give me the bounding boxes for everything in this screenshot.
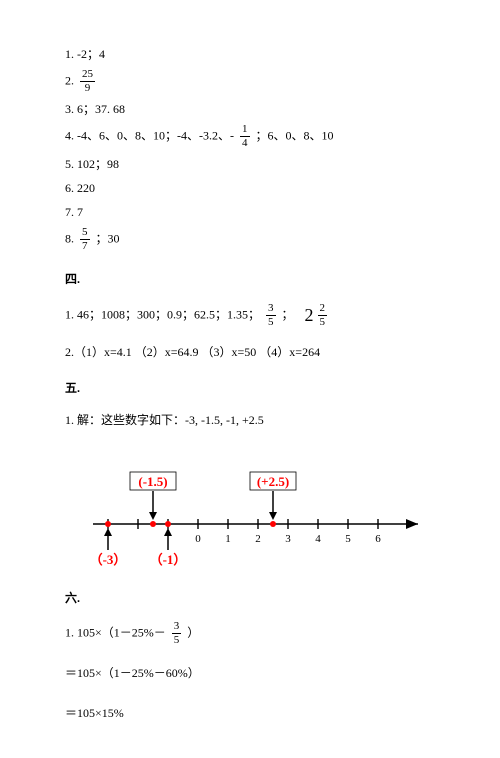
frac-num: 25 (80, 69, 95, 82)
numberline-figure: 0 1 2 3 4 5 6 (-1.5) (+2.5) （-3） （-1） (78, 441, 438, 571)
frac-num: 3 (172, 621, 182, 634)
svg-text:0: 0 (195, 533, 201, 545)
svg-text:(-1.5): (-1.5) (138, 474, 167, 489)
s6-l2: ＝105×（1－25%－60%） (65, 664, 450, 682)
frac-den: 5 (318, 316, 328, 328)
heading-4: 四. (65, 270, 450, 288)
svg-text:1: 1 (225, 533, 231, 545)
page: 1. -2；4 2. 25 9 3. 6；37. 68 4. -4、6、0、8、… (0, 0, 500, 758)
ans-1: 1. -2；4 (65, 45, 450, 63)
s4-l1-mixed-frac: 2 5 (318, 303, 328, 328)
s4-l1: 1. 46；1008；300；0.9；62.5；1.35； 3 5 ； 2 2 … (65, 302, 450, 329)
ans-4-pre: 4. -4、6、0、8、10；-4、-3.2、- (65, 128, 234, 142)
svg-text:(+2.5): (+2.5) (256, 474, 288, 489)
s4-l1-frac: 3 5 (266, 303, 276, 328)
svg-text:（-3）: （-3） (89, 552, 126, 567)
ans-7: 7. 7 (65, 203, 450, 221)
heading-6: 六. (65, 589, 450, 607)
frac-num: 1 (240, 124, 250, 137)
ans-8-frac: 5 7 (80, 227, 90, 252)
ans-6: 6. 220 (65, 179, 450, 197)
svg-text:4: 4 (315, 533, 321, 545)
ans-8-pre: 8. (65, 231, 74, 245)
frac-den: 5 (266, 316, 276, 328)
frac-den: 9 (80, 82, 95, 94)
s4-l1-mid: ； (282, 307, 294, 321)
ans-4-post: ；6、0、8、10 (256, 128, 334, 142)
ans-8-post: ；30 (96, 231, 120, 245)
frac-den: 7 (80, 240, 90, 252)
s5-l1: 1. 解：这些数字如下：-3, -1.5, -1, +2.5 (65, 411, 450, 429)
svg-text:6: 6 (375, 533, 381, 545)
frac-num: 5 (80, 227, 90, 240)
s4-l1-mixed-whole: 2 (305, 302, 314, 329)
ans-2-frac: 25 9 (80, 69, 95, 94)
s4-l1-pre: 1. 46；1008；300；0.9；62.5；1.35； (65, 307, 260, 321)
frac-num: 2 (318, 303, 328, 316)
ans-2: 2. 25 9 (65, 69, 450, 94)
ans-2-pre: 2. (65, 73, 74, 87)
s6-l1-post: ） (187, 625, 199, 639)
frac-num: 3 (266, 303, 276, 316)
s4-l2: 2.（1）x=4.1 （2）x=64.9 （3）x=50 （4）x=264 (65, 343, 450, 361)
s6-l1: 1. 105×（1－25%－ 3 5 ） (65, 621, 450, 646)
frac-den: 4 (240, 137, 250, 149)
heading-5: 五. (65, 379, 450, 397)
s6-l1-pre: 1. 105×（1－25%－ (65, 625, 166, 639)
ans-4-frac: 1 4 (240, 124, 250, 149)
svg-text:3: 3 (285, 533, 291, 545)
ans-4: 4. -4、6、0、8、10；-4、-3.2、- 1 4 ；6、0、8、10 (65, 124, 450, 149)
ans-5: 5. 102；98 (65, 155, 450, 173)
svg-text:2: 2 (255, 533, 261, 545)
svg-text:（-1）: （-1） (149, 552, 186, 567)
ans-3: 3. 6；37. 68 (65, 100, 450, 118)
frac-den: 5 (172, 634, 182, 646)
s6-l1-frac: 3 5 (172, 621, 182, 646)
svg-text:5: 5 (345, 533, 351, 545)
ans-8: 8. 5 7 ；30 (65, 227, 450, 252)
